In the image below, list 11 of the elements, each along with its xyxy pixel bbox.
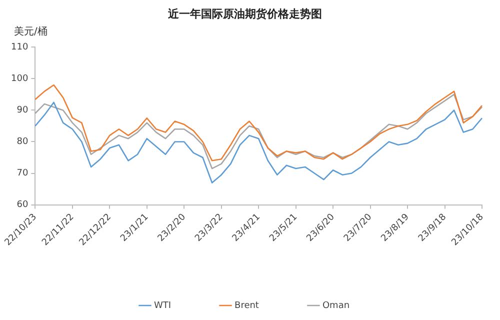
legend-label: WTI: [154, 300, 172, 311]
legend-label: Brent: [234, 300, 260, 311]
y-axis-title: 美元/桶: [14, 26, 48, 38]
y-tick-label: 60: [16, 200, 28, 210]
y-tick-label: 100: [10, 74, 28, 84]
y-tick-label: 80: [16, 137, 28, 148]
chart-title: 近一年国际原油期货价格走势图: [167, 7, 322, 20]
legend-label: Oman: [322, 300, 350, 311]
y-tick-label: 70: [16, 168, 28, 179]
y-tick-label: 110: [10, 42, 28, 53]
y-tick-label: 90: [16, 106, 28, 116]
